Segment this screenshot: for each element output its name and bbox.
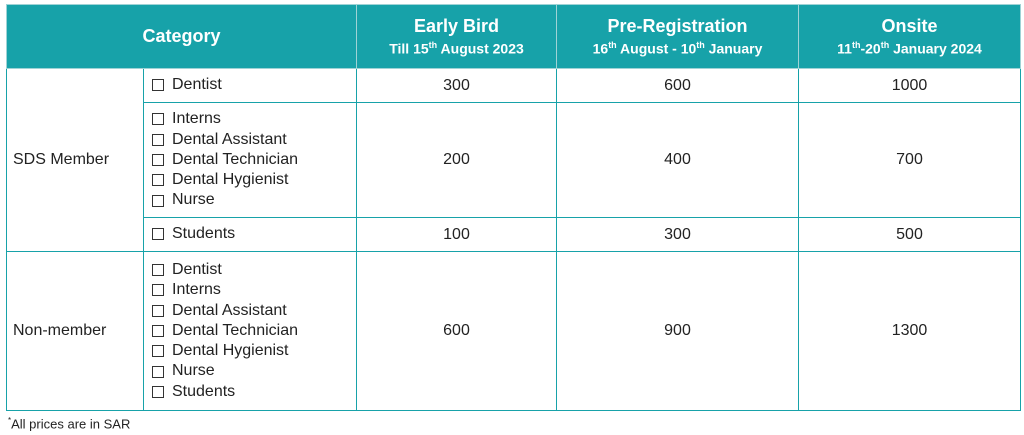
table-row: Students 100 300 500	[7, 217, 1021, 252]
prices-footnote: *All prices are in SAR	[8, 416, 130, 431]
category-items-cell: Dentist	[143, 68, 357, 103]
footnote-mark: *	[8, 416, 12, 425]
category-items-cell: Dentist Interns Dental Assistant Dental …	[143, 251, 357, 411]
empty-checkbox-icon[interactable]	[152, 284, 164, 297]
empty-checkbox-icon[interactable]	[152, 228, 164, 241]
empty-checkbox-icon[interactable]	[152, 324, 164, 337]
empty-checkbox-icon[interactable]	[152, 153, 164, 166]
category-option[interactable]: Dental Hygienist	[152, 170, 356, 190]
category-items-cell: Interns Dental Assistant Dental Technici…	[143, 102, 357, 218]
category-option[interactable]: Dental Hygienist	[152, 341, 356, 361]
category-option[interactable]: Dental Technician	[152, 150, 356, 170]
pre-registration-price: 300	[556, 217, 799, 252]
category-option[interactable]: Students	[152, 382, 356, 402]
table-row: SDS Member Dentist 300 600 1000	[6, 68, 1021, 252]
category-items-cell: Students	[143, 217, 357, 252]
empty-checkbox-icon[interactable]	[152, 304, 164, 317]
early-bird-price: 300	[356, 68, 557, 103]
category-option[interactable]: Dental Assistant	[152, 130, 356, 150]
category-header: Category	[6, 4, 357, 69]
empty-checkbox-icon[interactable]	[152, 264, 164, 277]
group-label-sds-member: SDS Member	[6, 68, 144, 252]
table-row: Non-member Dentist Interns Dental Assist…	[6, 251, 1021, 411]
empty-checkbox-icon[interactable]	[152, 174, 164, 187]
empty-checkbox-icon[interactable]	[152, 385, 164, 398]
category-option[interactable]: Dentist	[152, 260, 356, 280]
onsite-header: Onsite 11th-20th January 2024	[798, 4, 1021, 69]
category-header-label: Category	[142, 26, 221, 46]
category-option[interactable]: Dental Technician	[152, 321, 356, 341]
category-option[interactable]: Dental Assistant	[152, 301, 356, 321]
early-bird-price: 200	[356, 102, 557, 218]
registration-fees-table: Category Early Bird Till 15th August 202…	[6, 4, 1021, 411]
category-option[interactable]: Dentist	[152, 75, 356, 95]
pre-registration-title: Pre-Registration	[607, 15, 748, 36]
pre-registration-price: 900	[556, 251, 799, 411]
onsite-date-range: 11th-20th January 2024	[837, 39, 982, 57]
empty-checkbox-icon[interactable]	[152, 194, 164, 207]
onsite-title: Onsite	[881, 15, 938, 36]
category-option[interactable]: Interns	[152, 280, 356, 300]
onsite-price: 700	[798, 102, 1021, 218]
pre-registration-date-range: 16th August - 10th January	[592, 39, 763, 57]
empty-checkbox-icon[interactable]	[152, 365, 164, 378]
group-label-non-member: Non-member	[6, 251, 144, 411]
category-option[interactable]: Nurse	[152, 361, 356, 381]
empty-checkbox-icon[interactable]	[152, 345, 164, 358]
empty-checkbox-icon[interactable]	[152, 133, 164, 146]
onsite-price: 500	[798, 217, 1021, 252]
pre-registration-price: 400	[556, 102, 799, 218]
onsite-price: 1000	[798, 68, 1021, 103]
footnote-text: All prices are in SAR	[11, 416, 131, 432]
onsite-price: 1300	[798, 251, 1021, 411]
pre-registration-header: Pre-Registration 16th August - 10th Janu…	[556, 4, 799, 69]
header-row: Category Early Bird Till 15th August 202…	[6, 4, 1021, 69]
early-bird-price: 100	[356, 217, 557, 252]
early-bird-header: Early Bird Till 15th August 2023	[356, 4, 557, 69]
table-row: Interns Dental Assistant Dental Technici…	[7, 102, 1021, 218]
early-bird-title: Early Bird	[413, 15, 500, 36]
empty-checkbox-icon[interactable]	[152, 113, 164, 126]
empty-checkbox-icon[interactable]	[152, 79, 164, 92]
category-option[interactable]: Nurse	[152, 190, 356, 210]
early-bird-date-range: Till 15th August 2023	[389, 39, 524, 57]
early-bird-price: 600	[356, 251, 557, 411]
pre-registration-price: 600	[556, 68, 799, 103]
pricing-table-container: Category Early Bird Till 15th August 202…	[6, 4, 1021, 411]
category-option[interactable]: Students	[152, 224, 356, 244]
category-option[interactable]: Interns	[152, 109, 356, 129]
